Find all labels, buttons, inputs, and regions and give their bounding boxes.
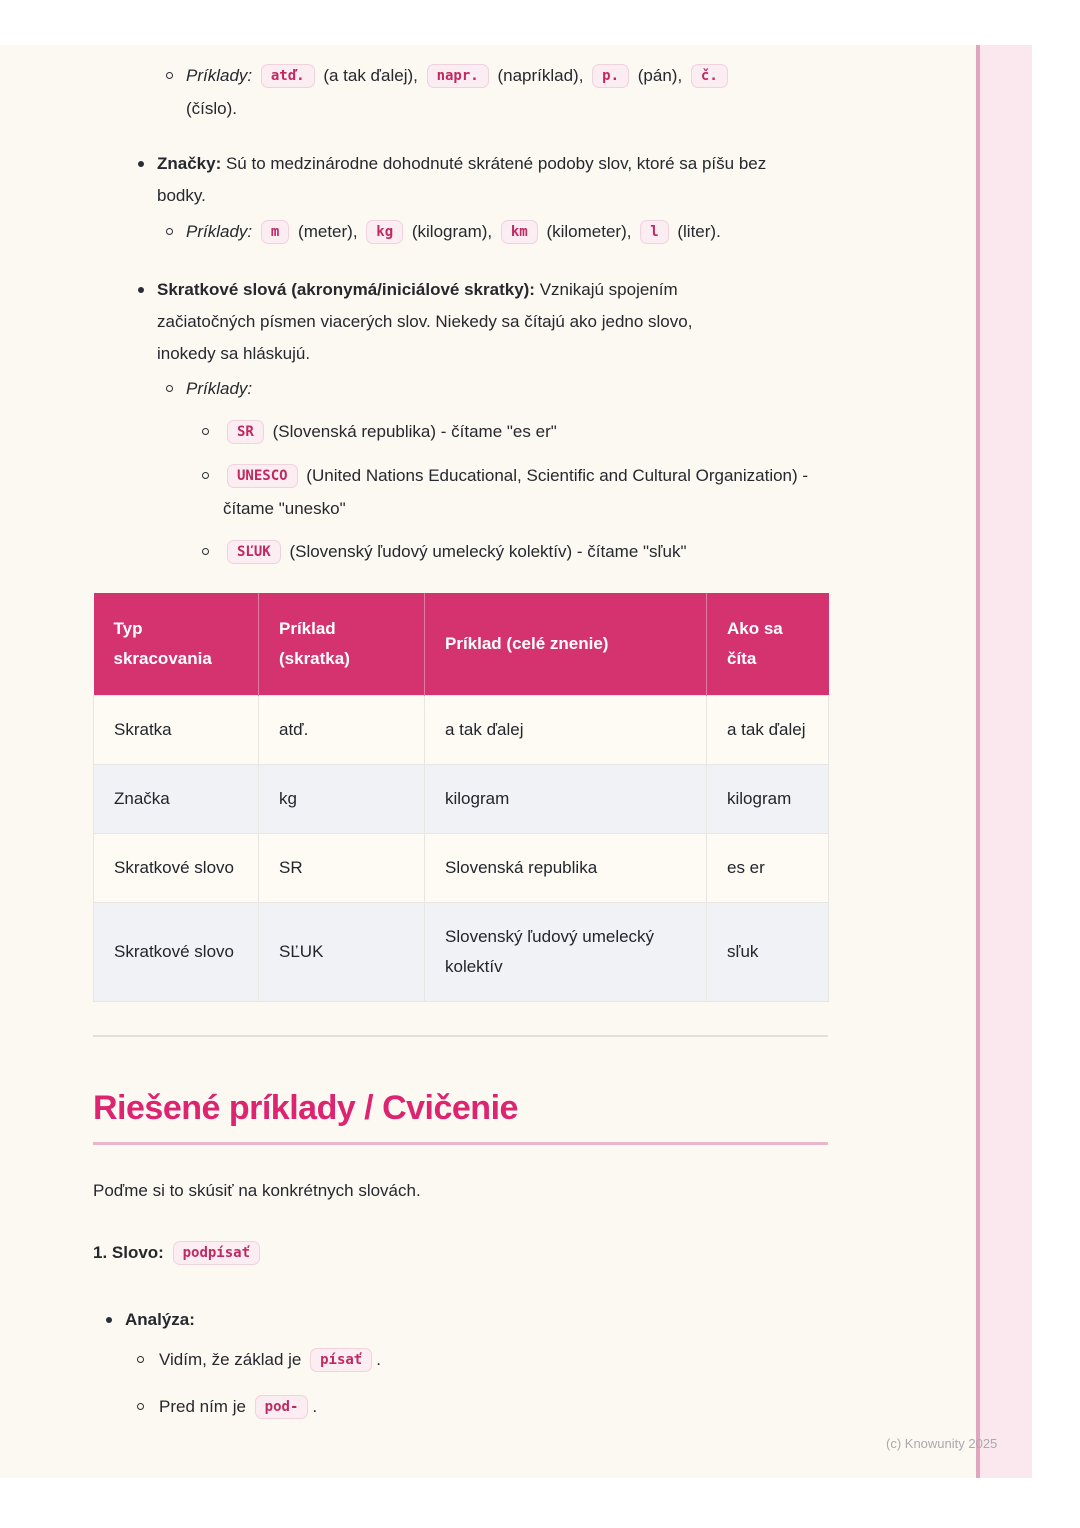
circle-bullet-icon: [202, 472, 209, 479]
table-cell: sľuk: [706, 902, 829, 1002]
section-heading: Riešené príklady / Cvičenie: [93, 1089, 518, 1127]
examples-label: Príklady:: [186, 222, 253, 241]
inline-code-badge: pod-: [254, 1395, 309, 1419]
example-text: (United Nations Educational, Scientific …: [223, 466, 809, 518]
term-label: Značky:: [157, 154, 222, 173]
inline-code-badge: napr.: [426, 64, 489, 88]
table-cell: Skratkové slovo: [93, 902, 259, 1002]
circle-bullet-icon: [202, 428, 209, 435]
example-text: (kilometer),: [541, 222, 637, 241]
table-row: Značka kg kilogram kilogram: [93, 764, 829, 834]
list-item-analyza-step: Pred ním je pod-.: [93, 1391, 828, 1424]
table-cell: es er: [706, 833, 829, 903]
list-item-znacky: Značky: Sú to medzinárodne dohodnuté skr…: [93, 148, 773, 212]
inline-code-badge: UNESCO: [227, 464, 298, 488]
list-item-skratkove-slova: Skratkové slová (akronymá/iniciálové skr…: [93, 274, 743, 370]
inline-code-badge: podpísať: [172, 1241, 261, 1265]
inline-code-badge: l: [640, 220, 669, 244]
table-row: Skratka atď. a tak ďalej a tak ďalej: [93, 695, 829, 765]
example-text-wrapped: (číslo).: [186, 99, 237, 118]
table-cell: a tak ďalej: [424, 695, 707, 765]
table-row: Skratkové slovo SĽUK Slovenský ľudový um…: [93, 902, 829, 1002]
list-item-unesco: UNESCO (United Nations Educational, Scie…: [93, 460, 828, 525]
inline-code-badge: p.: [592, 64, 630, 88]
example-text: (liter).: [672, 222, 721, 241]
disc-bullet-icon: [138, 287, 144, 293]
circle-bullet-icon: [137, 1356, 144, 1363]
inline-code-badge: atď.: [260, 64, 315, 88]
table-cell: Skratkové slovo: [93, 833, 259, 903]
table-cell: kilogram: [706, 764, 829, 834]
inline-code-badge: SR: [227, 420, 264, 444]
example-text: (kilogram),: [407, 222, 497, 241]
watermark: (c) Knowunity 2025: [886, 1436, 998, 1451]
table-header-cell: Príklad (celé znenie): [424, 593, 707, 696]
table-cell: kilogram: [424, 764, 707, 834]
examples-label: Príklady:: [186, 66, 253, 85]
table-header-cell: Príklad (skratka): [258, 593, 425, 696]
heading-underline: [93, 1142, 828, 1145]
exercise-word-line: 1. Slovo: podpísať: [93, 1237, 828, 1270]
circle-bullet-icon: [166, 228, 173, 235]
inline-code-badge: m: [260, 220, 290, 244]
list-item-sluk: SĽUK (Slovenský ľudový umelecký kolektív…: [93, 536, 828, 569]
inline-code-badge: SĽUK: [227, 540, 281, 564]
section-divider: [93, 1035, 828, 1037]
list-item-examples-znacky: Príklady: m (meter), kg (kilogram), km (…: [93, 216, 828, 249]
table-cell: SR: [258, 833, 425, 903]
example-text: (Slovenská republika) - čítame "es er": [267, 422, 557, 441]
step-text-after: .: [376, 1350, 381, 1369]
term-definition: Sú to medzinárodne dohodnuté skrátené po…: [157, 154, 767, 205]
table-cell: a tak ďalej: [706, 695, 829, 765]
exercise-word-label: 1. Slovo:: [93, 1243, 164, 1262]
table-cell: Slovenská republika: [424, 833, 707, 903]
examples-label: Príklady:: [186, 379, 253, 398]
inline-code-badge: kg: [366, 220, 404, 244]
example-text: (meter),: [293, 222, 363, 241]
table-cell: kg: [258, 764, 425, 834]
list-item-analyza-step: Vidím, že základ je písať.: [93, 1344, 828, 1377]
term-label: Skratkové slová (akronymá/iniciálové skr…: [157, 280, 535, 299]
step-text: Vidím, že základ je: [159, 1350, 307, 1369]
table-row: Skratkové slovo SR Slovenská republika e…: [93, 833, 829, 903]
abbreviation-table: Typ skracovania Príklad (skratka) Príkla…: [93, 593, 829, 1002]
table-cell: Skratka: [93, 695, 259, 765]
circle-bullet-icon: [166, 385, 173, 392]
table-header-cell: Ako sa číta: [706, 593, 829, 696]
list-item-examples-abbreviations: Príklady: atď. (a tak ďalej), napr. (nap…: [93, 60, 828, 125]
example-text: (napríklad),: [492, 66, 589, 85]
disc-bullet-icon: [138, 161, 144, 167]
inline-code-badge: km: [500, 220, 538, 244]
list-item-analyza: Analýza:: [93, 1304, 828, 1336]
circle-bullet-icon: [137, 1403, 144, 1410]
table-cell: Značka: [93, 764, 259, 834]
inline-code-badge: č.: [690, 64, 728, 88]
step-text-after: .: [312, 1397, 318, 1416]
document-content: Príklady: atď. (a tak ďalej), napr. (nap…: [93, 45, 829, 1424]
list-item-sr: SR (Slovenská republika) - čítame "es er…: [93, 416, 828, 449]
analyza-label: Analýza:: [125, 1310, 195, 1329]
table-cell: SĽUK: [258, 902, 425, 1002]
circle-bullet-icon: [202, 548, 209, 555]
step-text: Pred ním je: [159, 1397, 251, 1416]
table-header-cell: Typ skracovania: [93, 593, 259, 696]
table-cell: atď.: [258, 695, 425, 765]
page-right-margin-strip: [976, 45, 1032, 1478]
list-item-examples-label: Príklady:: [93, 373, 828, 405]
example-text: (Slovenský ľudový umelecký kolektív) - č…: [284, 542, 687, 561]
table-cell: Slovenský ľudový umelecký kolektív: [424, 902, 707, 1002]
term-definition: Vznikajú spojením začiatočných písmen vi…: [157, 280, 693, 363]
table-header-row: Typ skracovania Príklad (skratka) Príkla…: [93, 593, 829, 696]
document-page: Príklady: atď. (a tak ďalej), napr. (nap…: [0, 45, 1032, 1478]
disc-bullet-icon: [106, 1317, 112, 1323]
inline-code-badge: písať: [310, 1348, 373, 1372]
section-intro: Poďme si to skúsiť na konkrétnych slovác…: [93, 1181, 421, 1200]
example-text: (a tak ďalej),: [318, 66, 423, 85]
example-text: (pán),: [633, 66, 687, 85]
circle-bullet-icon: [166, 72, 173, 79]
